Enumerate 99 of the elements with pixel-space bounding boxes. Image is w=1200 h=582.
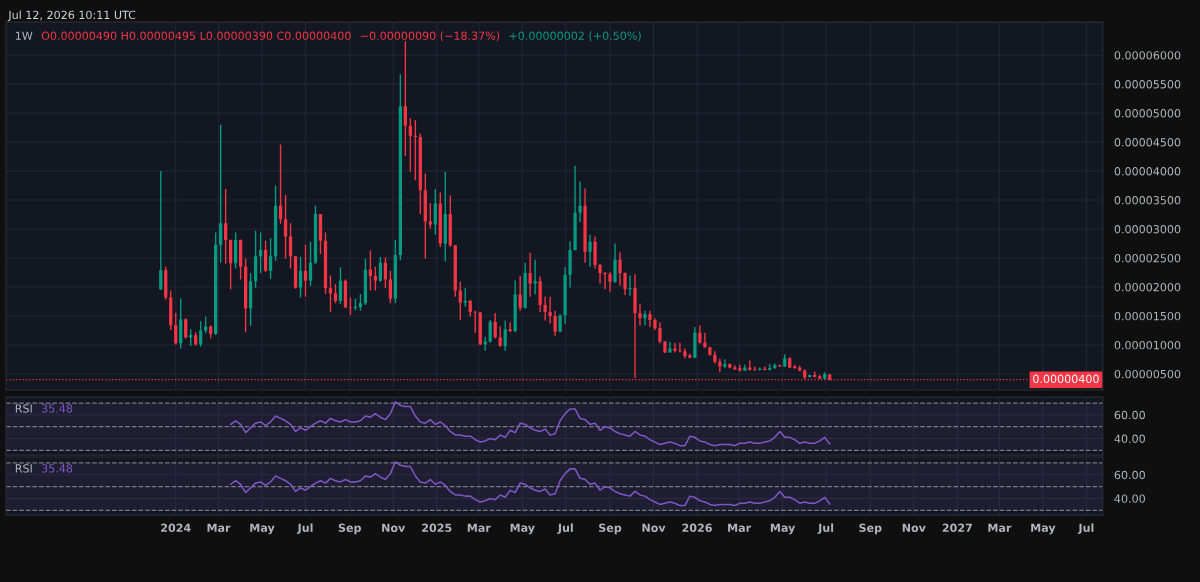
candlestick — [598, 263, 602, 285]
annotation: −0.00000090 (−18.37%) — [360, 31, 500, 42]
x-tick-label: 2027 — [942, 523, 972, 532]
text: 1W — [15, 31, 33, 40]
y-tick-label: 40.00 — [1114, 494, 1145, 503]
candlestick — [373, 266, 378, 292]
candlestick — [388, 270, 393, 304]
y-tick-label: 0.00006000 — [1114, 51, 1181, 60]
candlestick — [408, 117, 412, 173]
candlestick — [403, 40, 407, 157]
candlestick — [298, 256, 303, 299]
x-tick-label: Mar — [988, 523, 1012, 532]
x-tick-label: May — [510, 523, 535, 535]
x-tick-label: Nov — [382, 523, 406, 532]
candlestick — [593, 235, 597, 270]
candlestick — [473, 310, 477, 334]
candlestick — [628, 274, 632, 297]
candlestick — [199, 320, 203, 348]
candlestick — [578, 180, 582, 223]
y-tick-label: 60.00 — [1114, 470, 1145, 480]
annotation: 35.48 — [42, 464, 73, 473]
y-tick-label: 0.00002000 — [1114, 282, 1181, 292]
x-tick-label: 2024 — [161, 523, 191, 532]
annotation: +0.00000002 (+0.50%) — [509, 31, 641, 42]
y-tick-label: 0.00000500 — [1114, 369, 1181, 379]
candlestick — [283, 194, 288, 260]
candlestick — [233, 231, 238, 270]
candlestick — [548, 296, 552, 325]
x-tick-label: Sep — [338, 523, 361, 535]
candlestick — [179, 297, 183, 350]
x-tick-label: Jul — [1077, 523, 1094, 535]
candlestick — [219, 124, 223, 264]
y-tick-label: 0.00004500 — [1114, 138, 1181, 147]
x-tick-label: May — [770, 523, 796, 535]
candlestick — [268, 237, 273, 280]
candlestick — [503, 319, 507, 352]
candlestick — [229, 238, 233, 291]
x-tick-label: May — [250, 523, 275, 535]
x-tick-label: Nov — [902, 523, 926, 532]
candlestick — [333, 283, 338, 304]
annotation: 35.48 — [42, 404, 73, 413]
candlestick — [463, 287, 467, 308]
line-series — [229, 401, 831, 447]
y-tick-label: 0.00003000 — [1114, 225, 1181, 234]
text: Jul 12, 2026 10:11 UTC — [7, 10, 136, 22]
candlestick — [174, 312, 178, 346]
annotation: O0.00000490 H0.00000495 L0.00000390 C0.00000400 — [41, 31, 351, 40]
candlestick — [528, 252, 532, 298]
candlestick — [458, 281, 462, 321]
y-tick-label: 0.00004000 — [1114, 167, 1181, 176]
candlestick — [608, 271, 612, 293]
y-tick-label: 0.00002500 — [1114, 253, 1181, 263]
candlestick — [533, 259, 537, 296]
y-tick-label: 0.00001000 — [1114, 340, 1181, 350]
candlestick — [338, 266, 343, 305]
candlestick — [308, 241, 313, 287]
y-tick-label: 60.00 — [1114, 410, 1145, 420]
y-tick-label: 0.00001500 — [1114, 311, 1181, 321]
y-tick-label: 40.00 — [1114, 434, 1145, 443]
candlestick — [658, 321, 662, 344]
candlestick — [613, 242, 617, 284]
x-tick-label: Jul — [296, 523, 313, 535]
candlestick — [638, 303, 642, 327]
x-tick-label: May — [1031, 523, 1056, 535]
candlestick — [643, 310, 647, 326]
x-tick-label: 2025 — [422, 523, 452, 532]
candlestick — [703, 332, 707, 349]
candlestick — [543, 296, 547, 322]
y-tick-label: 0.00003500 — [1114, 196, 1181, 205]
x-tick-label: Sep — [859, 523, 882, 535]
candlestick — [159, 170, 163, 291]
ref-line-label: 0.00000400 — [1033, 374, 1099, 383]
candlestick — [498, 325, 502, 348]
x-tick-label: Mar — [467, 523, 491, 532]
candlestick — [184, 317, 188, 340]
candlestick — [603, 271, 607, 291]
x-tick-label: 2026 — [682, 523, 712, 532]
candlestick — [224, 188, 228, 265]
candlestick — [588, 234, 592, 268]
x-tick-label: Mar — [207, 523, 231, 532]
candlestick — [303, 243, 308, 298]
candlestick — [538, 275, 542, 313]
x-tick-label: Jul — [817, 523, 834, 535]
x-tick-label: Sep — [599, 523, 622, 535]
text: RSI — [15, 464, 32, 473]
text: RSI — [15, 404, 32, 413]
candlestick — [378, 256, 383, 283]
x-tick-label: Jul — [557, 523, 573, 535]
x-tick-label: Mar — [728, 523, 752, 532]
candlestick — [698, 324, 702, 345]
x-tick-label: Nov — [642, 523, 666, 532]
candlestick — [673, 342, 677, 354]
y-tick-label: 0.00005500 — [1114, 80, 1181, 89]
line-series — [229, 461, 831, 507]
candlestick — [553, 310, 557, 337]
candlestick — [618, 251, 622, 287]
candlestick — [508, 321, 512, 333]
y-tick-label: 0.00005000 — [1114, 109, 1181, 118]
candlestick — [263, 239, 268, 273]
